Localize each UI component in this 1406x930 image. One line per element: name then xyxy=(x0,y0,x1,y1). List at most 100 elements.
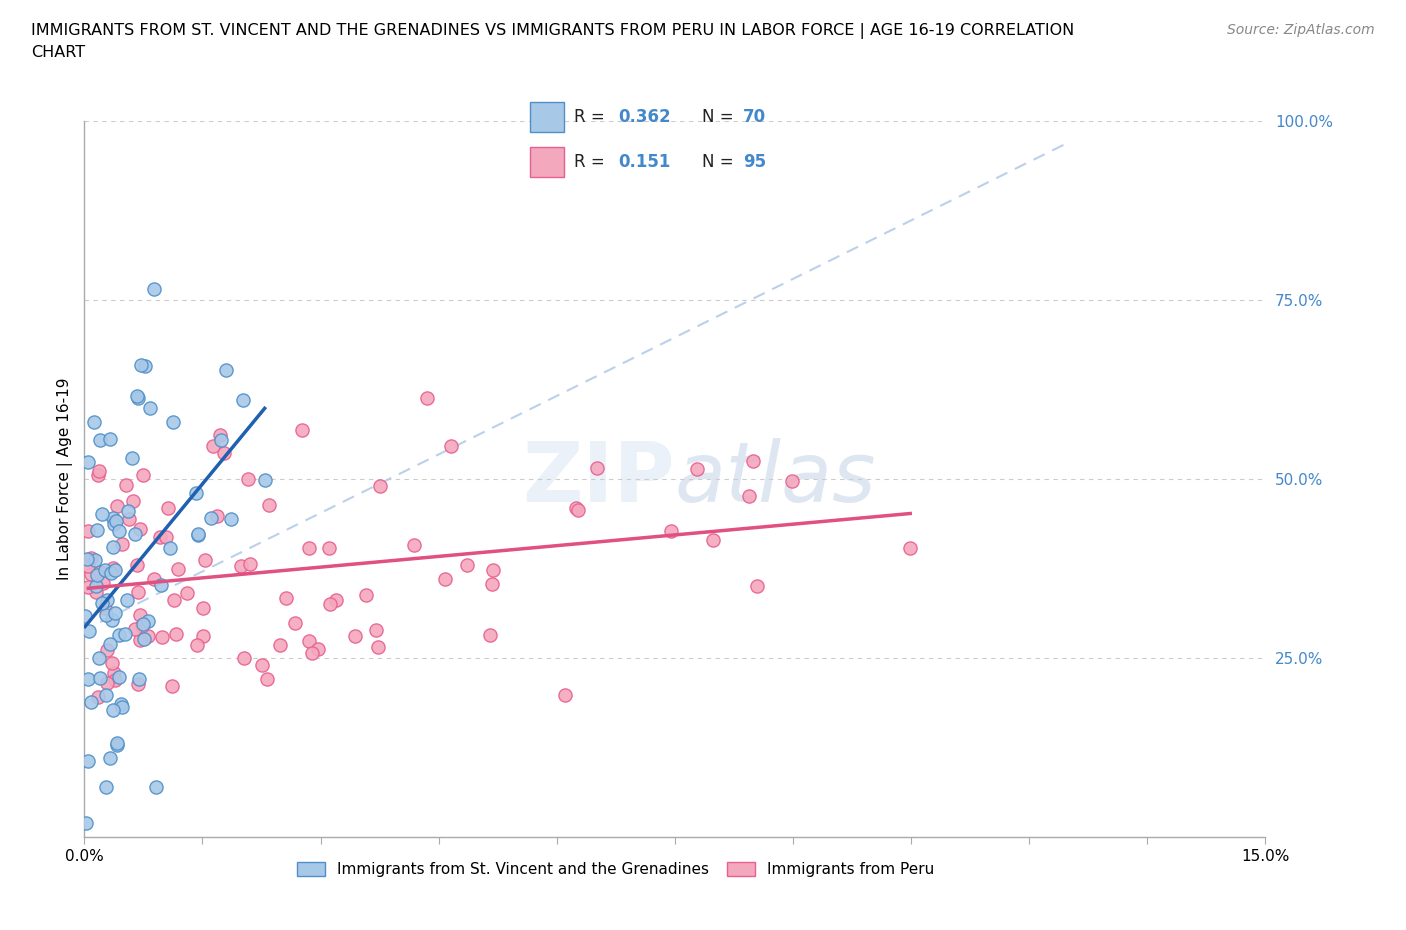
Point xyxy=(187,528,209,543)
Text: R =: R = xyxy=(574,108,610,126)
Point xyxy=(301,645,323,660)
Point xyxy=(89,671,111,685)
Point xyxy=(105,498,128,513)
Text: IMMIGRANTS FROM ST. VINCENT AND THE GRENADINES VS IMMIGRANTS FROM PERU IN LABOR : IMMIGRANTS FROM ST. VINCENT AND THE GREN… xyxy=(31,23,1074,39)
Point xyxy=(105,737,128,752)
Point xyxy=(209,432,232,447)
Point xyxy=(108,628,131,643)
Point xyxy=(159,540,181,555)
Point xyxy=(343,629,366,644)
Text: CHART: CHART xyxy=(31,45,84,60)
Point xyxy=(86,567,108,582)
Point xyxy=(89,565,111,579)
Point xyxy=(176,586,198,601)
Point xyxy=(110,697,132,711)
Point xyxy=(150,578,173,592)
Point xyxy=(257,498,280,512)
Point xyxy=(75,816,97,830)
Point xyxy=(215,363,238,378)
Text: N =: N = xyxy=(703,153,740,171)
Point xyxy=(481,577,503,591)
Point xyxy=(229,559,252,574)
Point xyxy=(404,538,426,552)
Point xyxy=(157,500,180,515)
Point xyxy=(127,558,149,573)
Point xyxy=(128,671,150,686)
Point xyxy=(127,391,149,405)
Point xyxy=(87,689,110,704)
Point xyxy=(291,422,314,437)
Point xyxy=(114,627,136,642)
Legend: Immigrants from St. Vincent and the Grenadines, Immigrants from Peru: Immigrants from St. Vincent and the Gren… xyxy=(291,856,941,884)
Point xyxy=(269,637,291,652)
Point xyxy=(232,392,254,407)
Point xyxy=(115,478,138,493)
Point xyxy=(111,537,134,551)
Point xyxy=(200,511,222,525)
Point xyxy=(84,584,107,599)
Point xyxy=(150,630,173,644)
Point xyxy=(89,432,111,447)
Point xyxy=(567,502,589,517)
Point xyxy=(186,485,208,500)
Point xyxy=(586,461,609,476)
Text: R =: R = xyxy=(574,153,610,171)
Point xyxy=(370,479,392,494)
Point xyxy=(256,671,278,686)
Point xyxy=(104,605,127,620)
Point xyxy=(131,618,153,633)
Point xyxy=(104,672,127,687)
Point xyxy=(297,633,319,648)
Point xyxy=(415,391,437,405)
Point xyxy=(80,695,103,710)
Point xyxy=(103,666,125,681)
Point xyxy=(118,512,141,526)
Point xyxy=(100,565,122,580)
Point xyxy=(127,585,149,600)
Point xyxy=(143,572,166,587)
Point xyxy=(741,454,763,469)
Point xyxy=(136,629,159,644)
Text: 70: 70 xyxy=(742,108,766,126)
Point xyxy=(90,596,112,611)
Text: atlas: atlas xyxy=(675,438,876,520)
Point xyxy=(737,489,759,504)
Point xyxy=(83,414,105,429)
Point xyxy=(318,597,340,612)
Point xyxy=(155,529,177,544)
Point xyxy=(124,622,146,637)
Point xyxy=(89,651,111,666)
Point xyxy=(121,450,143,465)
Point xyxy=(478,628,501,643)
Point xyxy=(108,670,131,684)
Point xyxy=(145,779,167,794)
Point xyxy=(128,521,150,536)
Point xyxy=(101,703,124,718)
Point xyxy=(111,699,134,714)
Point xyxy=(136,614,159,629)
Point xyxy=(96,676,118,691)
Point xyxy=(898,540,921,555)
Point xyxy=(209,428,232,443)
Point xyxy=(276,591,298,605)
Point xyxy=(84,553,107,568)
Point xyxy=(782,473,804,488)
Point xyxy=(77,559,100,574)
Point xyxy=(221,512,243,526)
Point xyxy=(193,629,215,644)
Point xyxy=(659,524,682,538)
FancyBboxPatch shape xyxy=(530,102,564,132)
Point xyxy=(98,751,121,765)
FancyBboxPatch shape xyxy=(530,147,564,177)
Point xyxy=(194,553,217,568)
Point xyxy=(128,632,150,647)
Point xyxy=(94,563,117,578)
Point xyxy=(96,592,118,607)
Point xyxy=(163,592,186,607)
Point xyxy=(134,358,156,373)
Point xyxy=(76,551,98,566)
Point xyxy=(284,616,307,631)
Point xyxy=(100,656,122,671)
Point xyxy=(129,357,152,372)
Point xyxy=(252,658,274,672)
